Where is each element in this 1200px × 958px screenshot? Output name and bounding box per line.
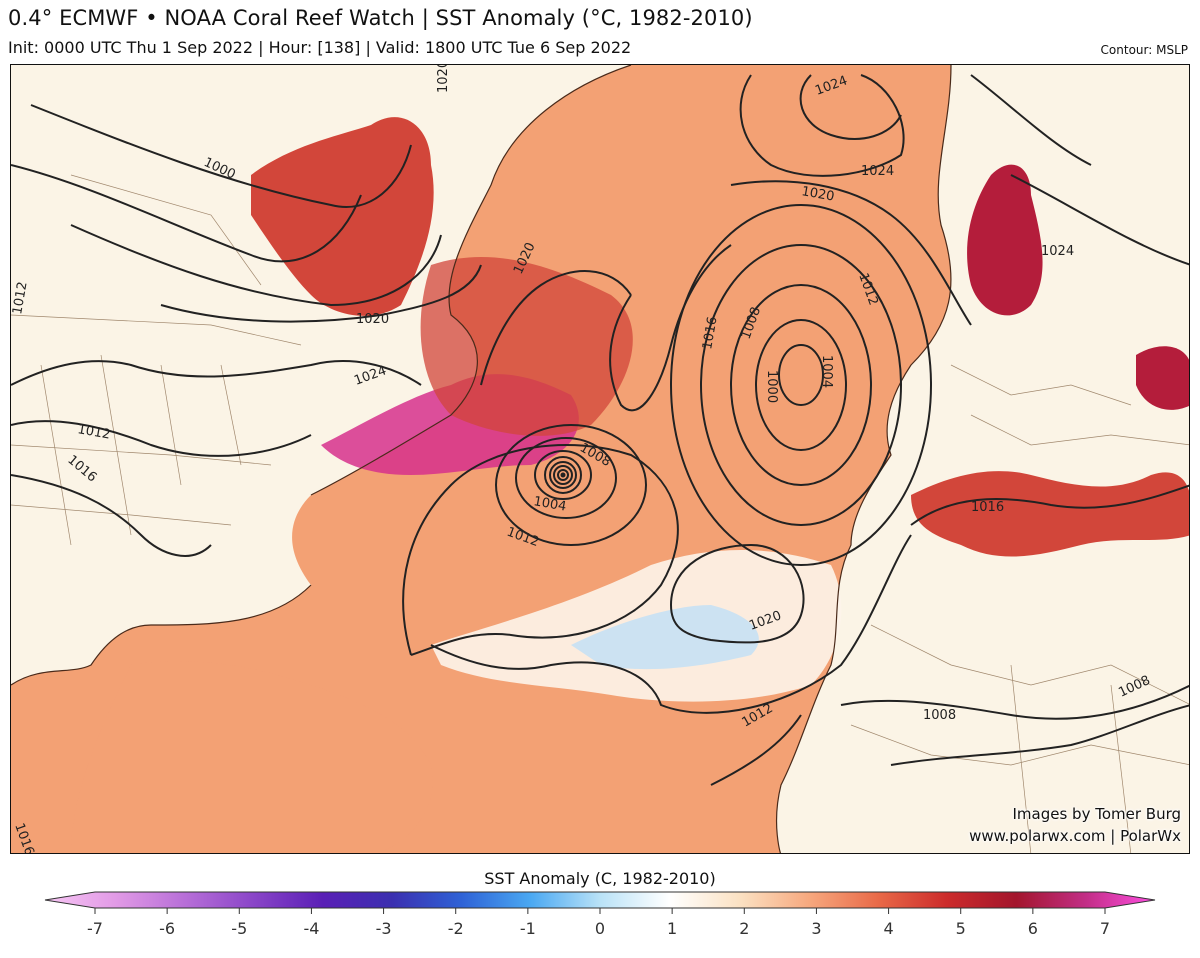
colorbar-tick-label: 0 — [595, 919, 605, 938]
isobar — [430, 534, 912, 714]
isobar-label: 1024 — [861, 164, 894, 179]
isobar — [70, 224, 442, 307]
mslp-contours — [11, 74, 1189, 786]
map-canvas: 1000 1020 1024 1012 1016 1020 1020 1024 … — [11, 65, 1189, 853]
isobar-label: 1004 — [532, 494, 567, 515]
isobar-label: 1008 — [923, 708, 956, 723]
isobar — [1010, 174, 1189, 266]
isobar — [11, 420, 312, 457]
isobar — [778, 344, 824, 406]
colorbar-tick-label: -6 — [159, 919, 175, 938]
colorbar-tick-label: -4 — [303, 919, 319, 938]
colorbar-bar — [44, 891, 1156, 909]
map-subtitle: Init: 0000 UTC Thu 1 Sep 2022 | Hour: [1… — [8, 38, 632, 57]
isobar — [609, 244, 732, 412]
isobar — [515, 437, 617, 519]
colorbar-tick-label: -1 — [520, 919, 536, 938]
sst-anomaly-map: 1000 1020 1024 1012 1016 1020 1020 1024 … — [10, 64, 1190, 854]
isobar — [557, 469, 569, 481]
ocean-mediterranean — [911, 471, 1189, 557]
credit-website: www.polarwx.com | PolarWx — [969, 827, 1181, 845]
colorbar-tick-label: 1 — [667, 919, 677, 938]
isobar — [840, 684, 1189, 720]
isobar — [890, 704, 1189, 766]
colorbar: -7 -6 -5 -4 -3 -2 -1 0 1 2 3 4 5 6 7 — [44, 891, 1156, 938]
isobar-label: 1020 — [436, 65, 451, 93]
ocean-caribbean — [71, 661, 433, 853]
ocean-baltic — [967, 164, 1043, 316]
isobar — [970, 74, 1092, 166]
isobar — [11, 164, 362, 263]
colorbar-tick-label: -3 — [376, 919, 392, 938]
colorbar-tick-label: 4 — [883, 919, 893, 938]
isobar — [910, 484, 1189, 526]
isobar — [739, 74, 905, 177]
isobar — [730, 180, 972, 326]
isobar-label: 1000 — [764, 370, 779, 403]
map-title: 0.4° ECMWF • NOAA Coral Reef Watch | SST… — [8, 6, 753, 30]
isobar — [710, 714, 802, 786]
isobar — [534, 450, 592, 500]
isobar — [402, 444, 679, 656]
isobar — [700, 244, 902, 526]
isobar-label: 1016 — [700, 315, 721, 350]
colorbar-tick-label: -2 — [448, 919, 464, 938]
colorbar-tick-label: 2 — [739, 919, 749, 938]
isobar — [495, 424, 647, 546]
colorbar-tick-label: -5 — [231, 919, 247, 938]
isobar — [755, 319, 847, 451]
isobar — [669, 543, 805, 644]
isobar-label: 1012 — [11, 280, 31, 315]
contour-label: Contour: MSLP — [1100, 43, 1188, 57]
isobar — [544, 456, 582, 494]
colorbar-tick-label: -7 — [87, 919, 103, 938]
isobar — [549, 461, 577, 489]
colorbar-tick-label: 7 — [1100, 919, 1110, 938]
isobar — [160, 264, 482, 323]
ocean-black-sea — [1136, 346, 1189, 410]
ocean-labrador — [251, 117, 434, 316]
political-borders — [11, 174, 1189, 853]
hurricane-center-marker — [560, 472, 566, 478]
isobar — [480, 270, 632, 386]
ocean-central-warm — [420, 256, 633, 436]
isobar — [553, 465, 573, 485]
colorbar-title: SST Anomaly (C, 1982-2010) — [484, 869, 716, 888]
isobar-label: 1012 — [76, 422, 111, 443]
isobar — [670, 204, 932, 566]
colorbar-tick-label: 6 — [1028, 919, 1038, 938]
credit-author: Images by Tomer Burg — [1012, 805, 1181, 823]
isobar — [11, 360, 422, 386]
isobar-label: 1020 — [800, 184, 835, 205]
colorbar-tick-label: 5 — [956, 919, 966, 938]
colorbar-ticks: -7 -6 -5 -4 -3 -2 -1 0 1 2 3 4 5 6 7 — [87, 908, 1110, 938]
ocean-subtropical-cool — [571, 605, 759, 670]
isobar-label: 1020 — [356, 312, 389, 327]
isobar-label: 1024 — [1041, 244, 1074, 259]
isobar-label: 1004 — [819, 355, 834, 388]
isobar-label: 1016 — [971, 500, 1004, 515]
isobar — [30, 104, 412, 208]
isobar — [11, 474, 212, 557]
isobar — [799, 74, 902, 140]
isobar — [730, 284, 872, 486]
colorbar-tick-label: 3 — [811, 919, 821, 938]
